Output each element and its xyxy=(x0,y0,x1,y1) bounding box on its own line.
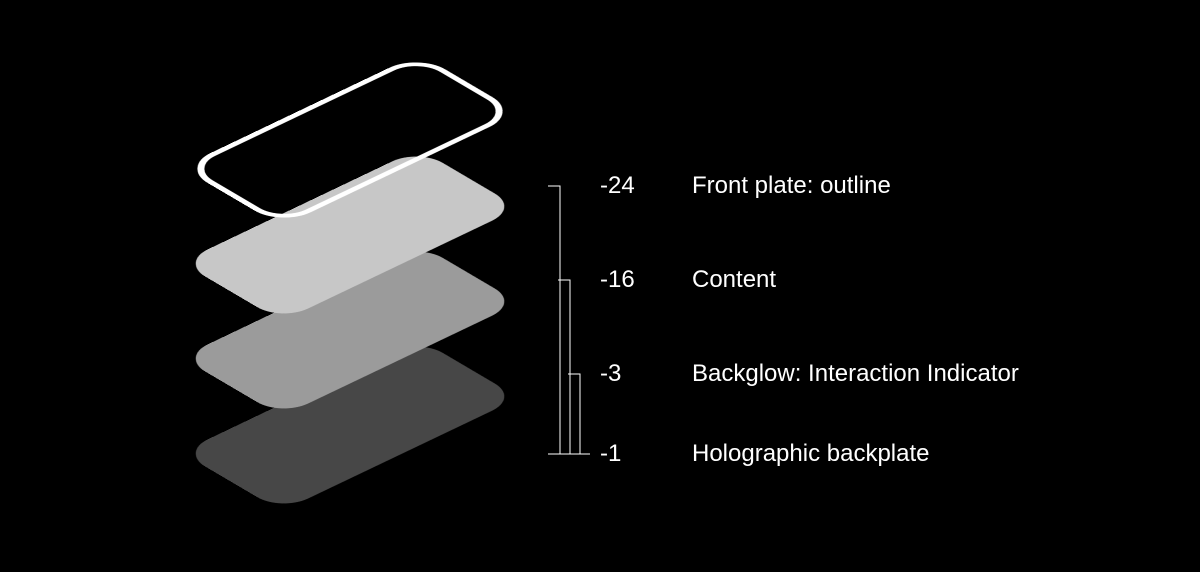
legend-label-backglow: Backglow: Interaction Indicator xyxy=(670,360,1019,388)
legend-value-backplate: -1 xyxy=(600,440,670,468)
legend-row-backglow: -3 Backglow: Interaction Indicator xyxy=(600,360,1019,388)
legend-row-front-plate: -24 Front plate: outline xyxy=(600,172,891,200)
legend-label-front-plate: Front plate: outline xyxy=(670,172,891,200)
legend-value-content: -16 xyxy=(600,266,670,294)
legend-label-backplate: Holographic backplate xyxy=(670,440,929,468)
legend-label-content: Content xyxy=(670,266,776,294)
legend-value-backglow: -3 xyxy=(600,360,670,388)
legend-row-backplate: -1 Holographic backplate xyxy=(600,440,929,468)
diagram-stage: -24 Front plate: outline -16 Content -3 … xyxy=(0,0,1200,572)
legend-row-content: -16 Content xyxy=(600,266,776,294)
legend-value-front-plate: -24 xyxy=(600,172,670,200)
